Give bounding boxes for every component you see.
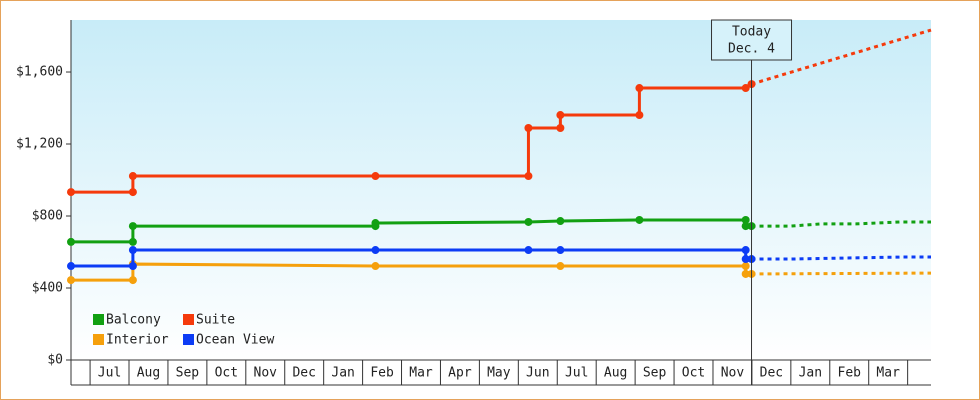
price-point [741, 222, 750, 231]
today-date: Dec. 4 [728, 42, 775, 57]
x-tick-label: Nov [254, 366, 278, 381]
price-point [67, 262, 75, 271]
x-tick-label: Feb [370, 366, 394, 381]
price-point [128, 276, 137, 285]
y-tick-label: $1,600 [16, 65, 63, 80]
price-point [67, 188, 75, 197]
x-tick-label: Jun [526, 366, 549, 381]
x-tick-label: Mar [409, 366, 433, 381]
price-point [371, 246, 380, 255]
price-point [67, 276, 75, 285]
x-tick-label: Jul [565, 366, 588, 381]
forecast-line [751, 271, 932, 276]
price-point [128, 222, 137, 231]
legend-label: Suite [196, 313, 235, 328]
x-tick-label: Jul [98, 366, 121, 381]
price-point [741, 269, 750, 278]
legend-swatch [183, 314, 194, 325]
price-point [556, 262, 565, 271]
price-point [524, 172, 533, 181]
price-point [741, 84, 750, 93]
x-tick-label: Feb [838, 366, 862, 381]
y-tick-label: $1,200 [16, 137, 63, 152]
price-point [741, 246, 750, 255]
y-tick-label: $0 [47, 353, 63, 368]
price-point [556, 246, 565, 255]
legend-swatch [93, 314, 104, 325]
x-tick-label: Dec [760, 366, 783, 381]
price-point [128, 237, 137, 246]
price-point [556, 217, 565, 226]
plot-area [71, 20, 931, 360]
today-label: Today [732, 25, 771, 40]
today-box [711, 19, 793, 61]
y-tick-label: $800 [32, 209, 63, 224]
x-tick-label: Mar [876, 366, 900, 381]
price-point [524, 217, 533, 226]
x-tick-label: Jan [331, 366, 354, 381]
x-tick-label: Aug [137, 366, 160, 381]
price-point [371, 262, 380, 271]
price-point [556, 123, 565, 132]
price-point [128, 262, 137, 271]
forecast-line [751, 220, 931, 228]
price-point [635, 111, 644, 120]
x-tick-label: Oct [682, 366, 705, 381]
price-point [128, 246, 137, 255]
x-tick-label: Nov [721, 366, 745, 381]
x-tick-label: Apr [448, 366, 472, 381]
price-point [635, 215, 644, 224]
price-point [635, 84, 644, 93]
price-point [741, 215, 750, 224]
forecast-line [751, 255, 931, 261]
x-tick-label: Oct [215, 366, 238, 381]
legend-label: Balcony [106, 313, 161, 328]
price-point [524, 246, 533, 255]
price-point [524, 123, 533, 132]
x-tick-label: Dec [292, 366, 315, 381]
price-point [741, 262, 750, 271]
x-tick-label: May [487, 366, 511, 381]
price-point [128, 172, 137, 181]
price-point [556, 111, 565, 120]
legend-swatch [183, 334, 194, 345]
x-tick-label: Aug [604, 366, 627, 381]
price-point [371, 219, 380, 228]
legend-label: Interior [106, 333, 169, 348]
price-point [67, 237, 75, 246]
legend-swatch [93, 334, 104, 345]
price-point [741, 255, 750, 264]
price-point [128, 188, 137, 197]
price-point [371, 172, 380, 181]
x-tick-label: Jan [799, 366, 822, 381]
legend-label: Ocean View [196, 333, 274, 348]
x-tick-label: Sep [643, 366, 667, 381]
y-tick-label: $400 [32, 281, 63, 296]
x-tick-label: Sep [176, 366, 200, 381]
